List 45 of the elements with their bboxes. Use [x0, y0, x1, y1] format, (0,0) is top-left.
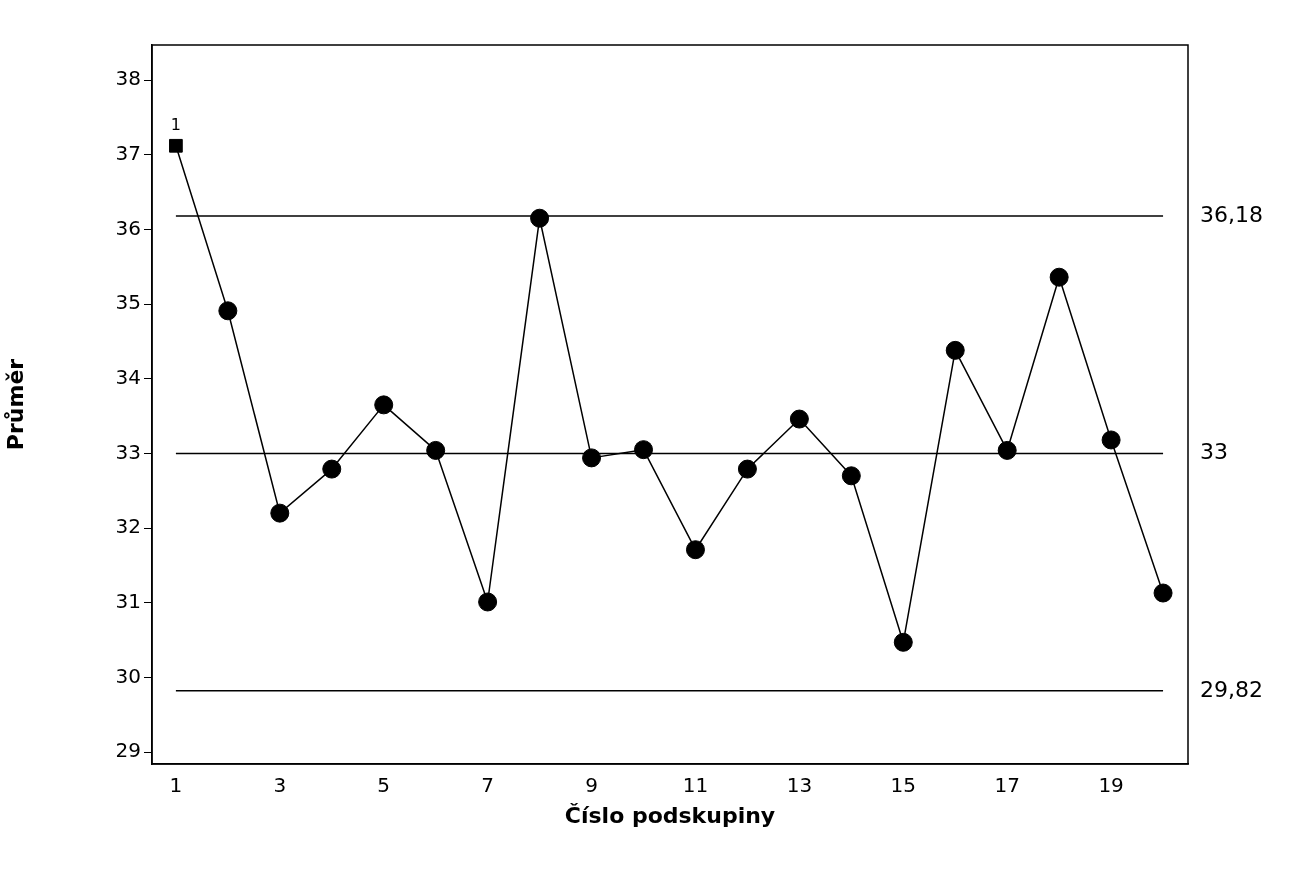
x-tick-label: 3 [273, 773, 287, 798]
y-tick-label: 38 [115, 66, 141, 91]
point [169, 138, 183, 153]
point [997, 440, 1017, 460]
annotation: 1 [170, 114, 181, 134]
ref-line-label: 33 [1200, 439, 1228, 465]
point [893, 632, 913, 652]
point [582, 448, 602, 468]
y-tick-label: 29 [115, 738, 141, 763]
y-tick-label: 32 [115, 514, 141, 539]
point [478, 592, 498, 612]
point [945, 340, 965, 360]
ref-line-label: 36,18 [1200, 201, 1263, 227]
x-tick-label: 13 [786, 773, 813, 798]
point [841, 466, 861, 486]
y-tick-label: 33 [115, 439, 141, 464]
x-tick-label: 9 [585, 773, 598, 798]
point [737, 459, 757, 479]
point [1153, 583, 1173, 603]
x-tick-label: 11 [682, 773, 709, 798]
y-axis-title: Průměr [2, 358, 28, 451]
point [634, 440, 653, 460]
x-tick-label: 5 [377, 773, 391, 798]
y-tick-label: 35 [115, 290, 141, 315]
point [218, 301, 238, 321]
point [322, 459, 342, 479]
y-tick-label: 30 [115, 663, 141, 688]
ref-line-label: 29,82 [1200, 676, 1263, 702]
point [374, 395, 394, 415]
point [789, 409, 809, 429]
point [270, 503, 290, 523]
x-tick-label: 17 [994, 773, 1020, 798]
y-tick-label: 37 [115, 140, 141, 165]
point [685, 540, 705, 560]
x-tick-label: 19 [1098, 773, 1124, 798]
point [1049, 267, 1069, 287]
x-tick-label: 15 [890, 773, 917, 798]
x-tick-label: 1 [169, 773, 183, 798]
y-tick-label: 36 [115, 215, 141, 240]
point [1101, 430, 1121, 450]
y-tick-label: 34 [115, 364, 141, 389]
point [426, 440, 446, 460]
y-tick-label: 31 [115, 588, 141, 613]
x-tick-label: 7 [481, 773, 494, 798]
x-axis-title: Číslo podskupiny [564, 802, 776, 828]
